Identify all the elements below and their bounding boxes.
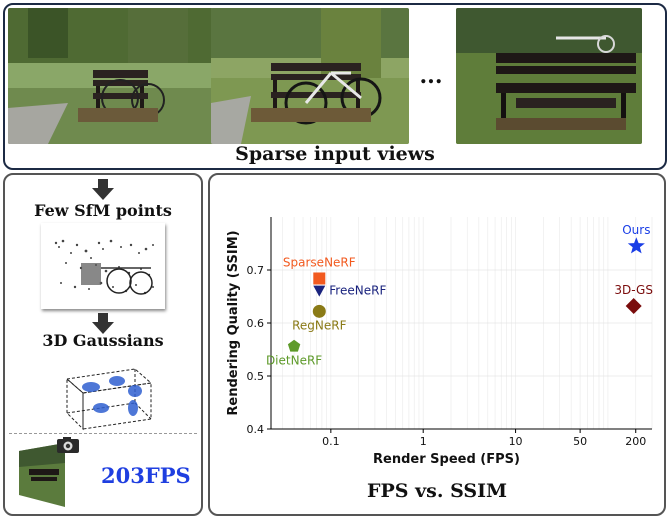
input-views-panel: ... Sparse input views (3, 3, 667, 170)
x-tick-label: 0.1 (322, 435, 340, 448)
point-regnerf (312, 304, 326, 318)
point-freenerf (313, 285, 326, 297)
render-view-thumbnail (19, 437, 79, 507)
fps-vs-ssim-chart: 0.1 1 10 50 200 0.4 0.5 0.6 0.7 Render Speed (FPS… (226, 217, 653, 467)
input-view-photo-1 (8, 8, 213, 144)
point-label-3d-gs: 3D-GS (614, 283, 653, 297)
sfm-points-label: Few SfM points (34, 201, 172, 220)
divider (9, 433, 197, 434)
more-views-ellipsis: ... (419, 63, 443, 89)
y-tick-label: 0.6 (247, 317, 265, 330)
input-view-photo-2 (211, 8, 409, 144)
y-axis-label: Rendering Quality (SSIM) (226, 230, 241, 415)
chart-title: FPS vs. SSIM (366, 480, 508, 502)
point-ours (627, 237, 645, 254)
pipeline-panel: Few SfM points 3D Gaus (3, 173, 203, 516)
gaussians-label: 3D Gaussians (42, 331, 164, 350)
point-label-freenerf: FreeNeRF (329, 284, 386, 298)
point-label-sparsenerf: SparseNeRF (283, 255, 356, 269)
sfm-point-cloud-image (41, 223, 165, 309)
x-tick-label: 10 (509, 435, 523, 448)
point-label-ours: Ours (622, 223, 650, 237)
x-tick-label: 200 (625, 435, 646, 448)
x-tick-label: 1 (420, 435, 427, 448)
point-label-regnerf: RegNeRF (292, 318, 346, 332)
point-sparsenerf (313, 272, 326, 285)
input-views-caption: Sparse input views (235, 143, 435, 165)
gaussians-box-illustration (65, 368, 153, 431)
fps-result: 203FPS (101, 463, 191, 488)
point-3d-gs (625, 298, 642, 315)
arrow-down-icon (92, 179, 114, 200)
y-tick-label: 0.7 (247, 264, 265, 277)
y-tick-label: 0.4 (247, 423, 265, 436)
point-label-dietnerf: DietNeRF (266, 353, 322, 367)
x-axis-label: Render Speed (FPS) (373, 452, 520, 467)
fps-vs-ssim-panel: 0.1 1 10 50 200 0.4 0.5 0.6 0.7 Render Speed (FPS… (208, 173, 666, 516)
input-view-photo-3 (456, 8, 642, 144)
y-tick-label: 0.5 (247, 370, 265, 383)
point-dietnerf (287, 339, 301, 352)
arrow-down-icon (92, 313, 114, 334)
x-tick-label: 50 (573, 435, 587, 448)
